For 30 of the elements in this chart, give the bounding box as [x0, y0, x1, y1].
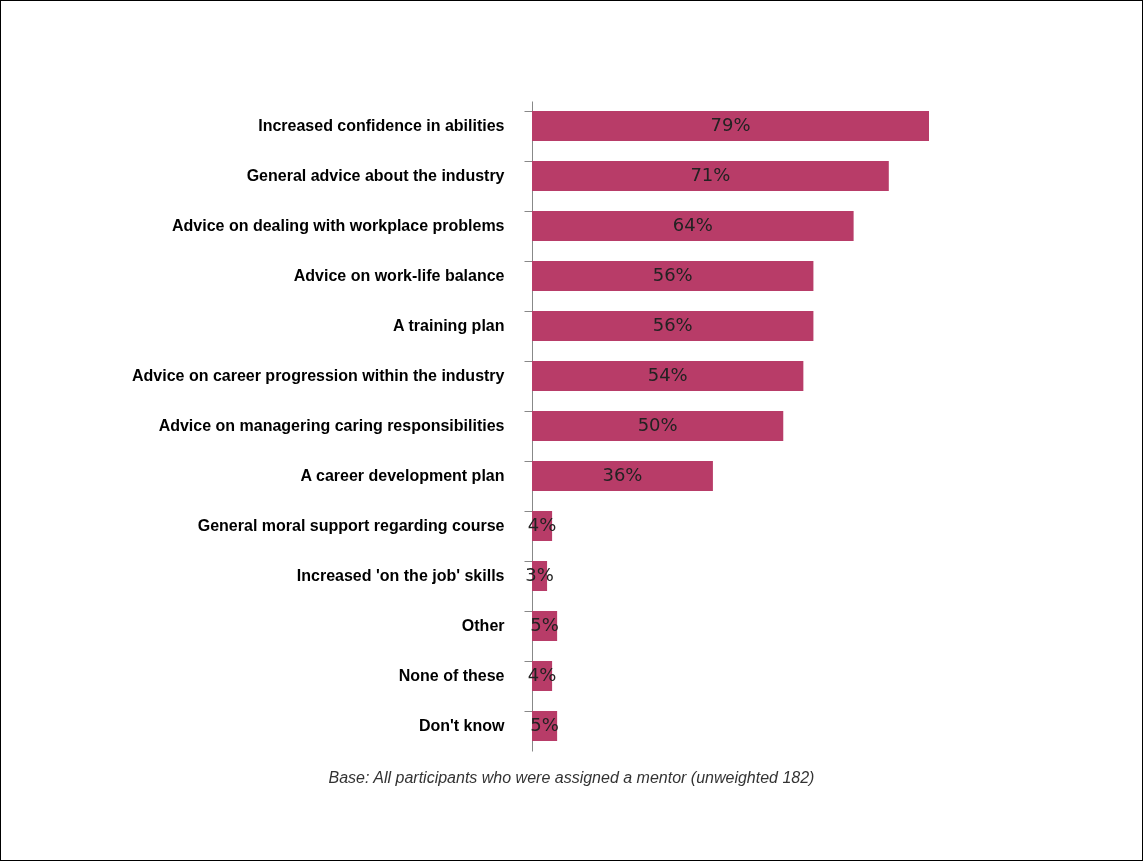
y-tick-label: Advice on managering caring responsibilities [158, 417, 505, 434]
bar [532, 361, 804, 391]
y-tick-label: Advice on work-life balance [293, 267, 505, 284]
y-tick-label: General moral support regarding course [197, 517, 505, 534]
bar [532, 261, 814, 291]
y-tick-label: General advice about the industry [246, 167, 505, 184]
bar [532, 161, 889, 191]
data-label: 56% [652, 314, 693, 335]
y-tick-label: Advice on career progression within the industry [131, 367, 505, 384]
y-tick-label: A career development plan [300, 467, 505, 484]
text: Base: All participants who were assigned a mentor (unweighted 182) [327, 769, 816, 787]
bar [532, 211, 854, 241]
y-tick-label: Don't know [418, 717, 506, 734]
data-label: 36% [602, 464, 643, 485]
data-label: 50% [637, 414, 678, 435]
y-tick-label: Other [461, 617, 505, 634]
y-tick-label: Increased confidence in abilities [258, 117, 505, 134]
bar [532, 411, 784, 441]
y-tick-label: Advice on dealing with workplace problems [171, 217, 505, 234]
y-tick-label: Increased 'on the job' skills [296, 567, 505, 584]
data-label: 79% [710, 114, 751, 135]
bar [532, 311, 814, 341]
bar [532, 111, 929, 141]
data-label: 56% [652, 264, 693, 285]
bar [532, 461, 713, 491]
data-label: 54% [647, 364, 688, 385]
y-tick-label: A training plan [393, 317, 505, 334]
y-tick-label: None of these [398, 667, 505, 684]
data-label: 64% [672, 214, 713, 235]
data-label: 71% [690, 164, 731, 185]
